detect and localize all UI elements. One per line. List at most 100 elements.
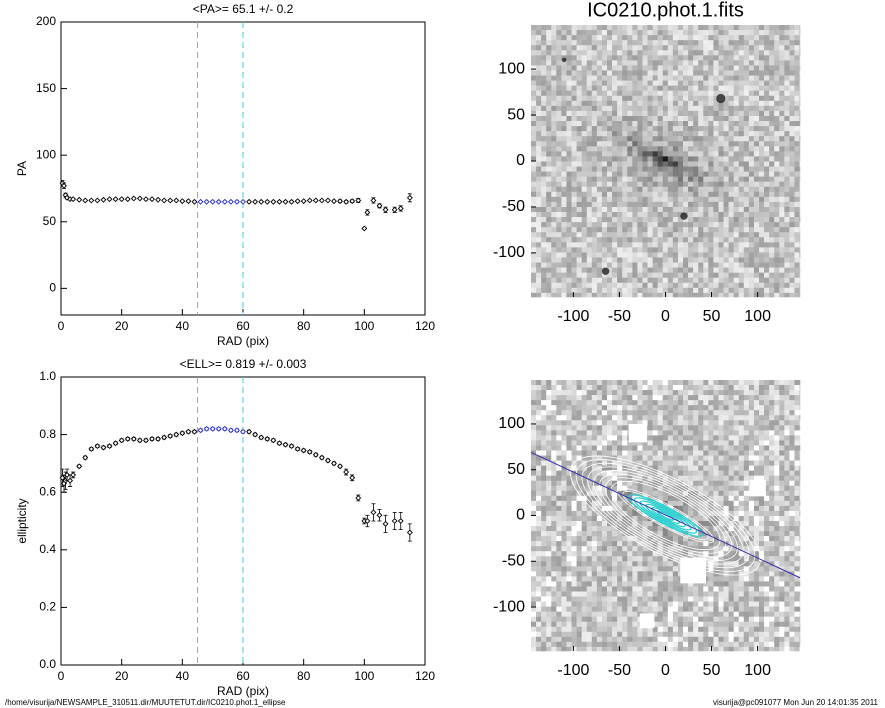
- pixel: [779, 201, 785, 208]
- pixel: [779, 141, 785, 147]
- pixel: [551, 151, 557, 157]
- pixel: [753, 60, 760, 66]
- pixel: [561, 445, 567, 451]
- pixel: [596, 430, 603, 436]
- pixel: [586, 445, 593, 451]
- pixel: [617, 65, 623, 71]
- pixel: [617, 395, 623, 401]
- pixel: [698, 60, 704, 66]
- pixel: [642, 480, 648, 487]
- pixel: [789, 536, 795, 542]
- pixel: [546, 171, 552, 177]
- pixel: [733, 480, 740, 487]
- pixel: [556, 475, 562, 482]
- pixel: [612, 531, 618, 537]
- pixel: [713, 217, 719, 223]
- pixel: [591, 166, 598, 172]
- pixel: [576, 475, 582, 482]
- pixel: [799, 176, 801, 182]
- pixel: [571, 252, 577, 258]
- pixel: [723, 232, 729, 238]
- pixel: [612, 30, 618, 36]
- pixel: [738, 45, 745, 51]
- pixel: [652, 186, 658, 193]
- pixel: [784, 465, 790, 471]
- y-axis-label: ellipticity: [15, 498, 29, 543]
- pixel: [667, 201, 674, 208]
- pixel: [556, 292, 562, 298]
- pixel: [536, 171, 542, 177]
- pixel: [617, 495, 623, 502]
- pixel: [642, 45, 648, 51]
- pixel: [652, 232, 658, 238]
- pixel: [743, 151, 750, 157]
- pixel: [723, 272, 729, 279]
- pixel: [647, 277, 653, 284]
- pixel: [622, 70, 628, 76]
- pixel: [561, 267, 567, 273]
- pixel: [546, 526, 552, 532]
- pixel: [612, 181, 618, 188]
- pixel: [642, 141, 648, 147]
- pixel: [769, 75, 775, 81]
- pixel: [561, 151, 567, 157]
- pixel: [586, 257, 593, 263]
- pixel: [627, 237, 633, 243]
- pixel: [531, 55, 537, 61]
- pixel: [733, 90, 740, 97]
- x-axis-label: RAD (pix): [217, 334, 269, 348]
- pixel: [581, 237, 588, 243]
- pixel: [576, 420, 582, 426]
- pixel: [753, 282, 760, 289]
- data-point: [318, 197, 325, 204]
- pixel: [672, 227, 679, 233]
- pixel: [728, 272, 734, 279]
- pixel: [566, 206, 572, 213]
- pixel: [657, 390, 664, 396]
- pixel: [622, 475, 628, 482]
- pixel: [601, 475, 608, 482]
- pixel: [774, 171, 780, 177]
- pixel: [637, 131, 643, 137]
- pixel: [718, 252, 724, 258]
- pixel: [642, 166, 648, 172]
- pixel: [748, 380, 755, 386]
- pixel: [612, 292, 618, 298]
- pixel: [688, 400, 694, 406]
- data-point: [106, 443, 113, 450]
- pixel: [601, 161, 608, 167]
- pixel: [576, 430, 582, 436]
- pixel: [683, 30, 689, 36]
- pixel: [677, 70, 684, 76]
- pixel: [703, 267, 709, 273]
- pixel: [713, 292, 719, 298]
- pixel: [632, 510, 638, 517]
- pixel: [551, 50, 557, 56]
- pixel: [566, 232, 572, 238]
- pixel: [612, 176, 618, 182]
- pixel: [779, 156, 785, 162]
- pixel: [657, 50, 664, 56]
- pixel: [794, 141, 800, 147]
- pixel: [662, 440, 669, 446]
- pixel: [622, 480, 628, 487]
- pixel: [541, 151, 547, 157]
- pixel: [622, 201, 628, 208]
- pixel: [667, 267, 674, 273]
- pixel: [586, 435, 593, 441]
- pixel: [546, 495, 552, 502]
- pixel: [556, 191, 562, 198]
- pixel: [596, 131, 603, 137]
- pixel: [596, 156, 603, 162]
- pixel: [713, 206, 719, 213]
- pixel: [546, 191, 552, 198]
- pixel: [683, 500, 689, 507]
- pixel: [596, 161, 603, 167]
- pixel: [561, 40, 567, 46]
- pixel: [693, 35, 699, 41]
- pixel: [627, 141, 633, 147]
- pixel: [657, 70, 664, 76]
- pixel: [601, 292, 608, 298]
- pixel: [769, 410, 775, 416]
- pixel: [536, 445, 542, 451]
